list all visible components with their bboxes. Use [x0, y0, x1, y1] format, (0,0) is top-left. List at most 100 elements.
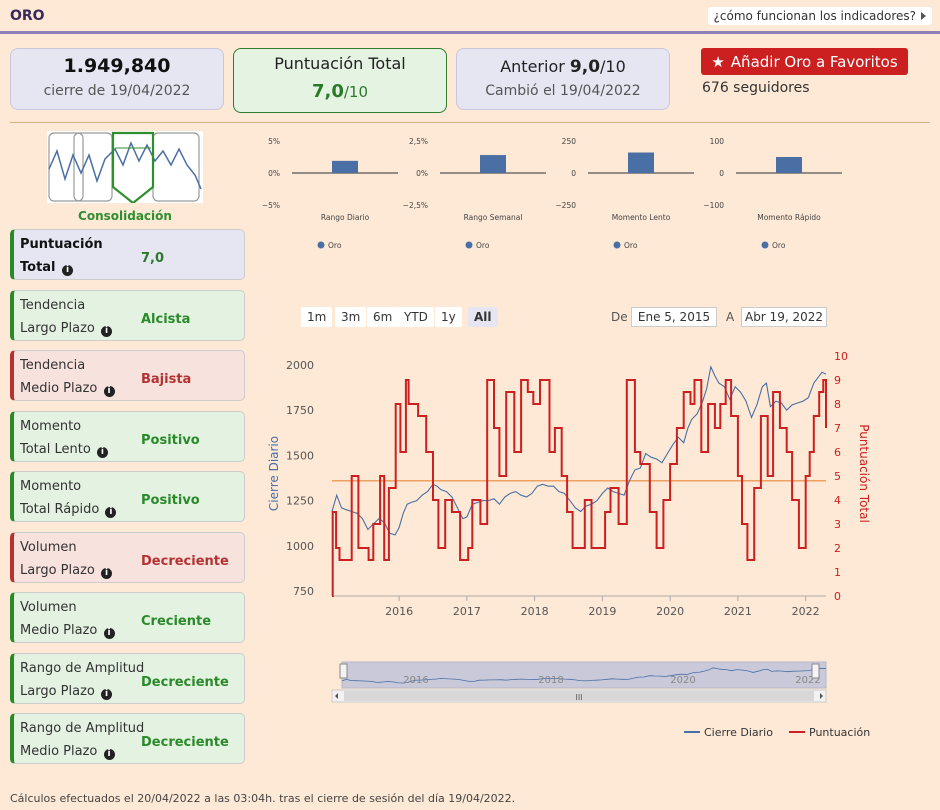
indicator-name: Rango de Amplitud: [20, 660, 145, 676]
followers-count: 676 seguidores: [702, 80, 810, 96]
y-axis-title: Cierre Diario: [267, 436, 281, 511]
y2-axis-title: Puntuación Total: [857, 424, 871, 523]
range-button[interactable]: 3m: [335, 307, 367, 327]
tick-label: −250: [555, 201, 576, 210]
trend-pattern-icon: [47, 131, 203, 203]
y2-tick-label: 9: [834, 374, 841, 387]
tick-label: 100: [710, 137, 725, 146]
navigator-handle-left: [339, 663, 348, 679]
indicator-subname: Total Rápido: [20, 502, 100, 517]
indicator-name: Puntuación: [20, 237, 103, 252]
range-button[interactable]: 1m: [301, 307, 333, 327]
indicator-value: Positivo: [141, 493, 200, 508]
y2-tick-label: 3: [834, 518, 841, 531]
top-bar: ORO ¿cómo funcionan los indicadores?: [0, 0, 940, 34]
y2-tick-label: 10: [834, 350, 848, 363]
info-icon[interactable]: i: [101, 325, 112, 337]
info-icon[interactable]: i: [103, 628, 115, 639]
range-button[interactable]: YTD: [398, 307, 434, 327]
add-favorites-button[interactable]: ★ Añadir Oro a Favoritos: [701, 48, 908, 75]
info-icon[interactable]: i: [62, 265, 74, 276]
indicator-card: Puntuación Total i 7,0: [10, 229, 245, 280]
indicator-card: Tendencia Medio Plazo i Bajista: [10, 350, 245, 401]
info-icon[interactable]: i: [101, 567, 112, 579]
indicator-subname: Medio Plazo: [20, 744, 98, 759]
legend-label: Oro: [772, 241, 786, 250]
indicator-value: 7,0: [141, 251, 165, 266]
range-button[interactable]: 6m: [367, 307, 399, 327]
divider: [10, 122, 930, 123]
tick-label: 0%: [416, 169, 428, 178]
mini-chart: 100 0 −100 Momento Rápido Oro: [703, 137, 842, 250]
legend-dot: [317, 241, 325, 249]
info-icon[interactable]: i: [105, 507, 117, 518]
indicator-card: Momento Total Rápido i Positivo: [10, 471, 245, 522]
indicator-name: Momento: [20, 418, 82, 434]
y2-tick-label: 8: [834, 398, 841, 411]
x-tick-label: 2022: [792, 605, 820, 618]
x-tick-label: 2020: [656, 605, 684, 618]
indicator-card: Momento Total Lento i Positivo: [10, 410, 245, 462]
legend-dot: [465, 241, 473, 249]
y2-tick-label: 0: [834, 590, 841, 603]
navigator[interactable]: 2016 2018 2020 2022 III: [331, 661, 827, 703]
navigator-window: [341, 661, 827, 689]
navigator-series: [341, 667, 827, 684]
mini-chart: 250 0 −250 Momento Lento Oro: [555, 137, 694, 250]
to-date-input[interactable]: Abr 19, 2022: [741, 307, 827, 327]
y-tick-label: 1000: [286, 540, 314, 553]
indicator-value: Alcista: [141, 311, 191, 327]
x-tick-label: 2018: [521, 605, 549, 618]
x-tick-label: 2019: [588, 605, 616, 618]
range-button[interactable]: All: [468, 307, 498, 327]
y-tick-label: 1250: [286, 495, 314, 508]
indicator-value: Creciente: [141, 614, 212, 629]
from-date-input[interactable]: Ene 5, 2015: [631, 307, 717, 327]
footer-note: Cálculos efectuados el 20/04/2022 a las …: [10, 792, 516, 805]
indicator-name: Volumen: [20, 600, 77, 615]
mini-chart: 2,5% 0% −2,5% Rango Semanal Oro: [403, 137, 546, 250]
indicator-name: Rango de Amplitud: [20, 721, 145, 736]
mini-bar-charts: 5% 0% −5% Rango Diario Oro 2,5% 0% −2,5% Rango S…: [262, 137, 842, 250]
indicator-name: Volumen: [20, 539, 77, 555]
range-button[interactable]: 1y: [435, 307, 462, 327]
y-tick-label: 2000: [286, 359, 314, 372]
score-series-line: [331, 379, 827, 597]
axis-label: Momento Rápido: [757, 213, 821, 222]
indicator-subname: Largo Plazo: [20, 562, 95, 578]
y2-tick-label: 2: [834, 542, 841, 555]
scroll-left-icon: [335, 693, 338, 699]
main-chart: 750 1000 1250 1500 1750 2000 0 1 2 3 4 5 6 7 8 9 10 Cierr…: [267, 350, 871, 739]
legend-label: Oro: [624, 241, 638, 250]
close-price: 1.949,840: [63, 55, 171, 77]
score-card: Puntuación Total 7,0/10: [233, 48, 447, 113]
legend-label: Cierre Diario: [704, 726, 773, 739]
info-icon[interactable]: i: [103, 386, 115, 397]
how-indicators-link[interactable]: ¿cómo funcionan los indicadores?: [707, 7, 932, 25]
axis-label: Momento Lento: [612, 213, 671, 222]
x-tick-label: 2021: [724, 605, 752, 618]
indicator-name: Tendencia: [20, 358, 86, 373]
tick-label: 0%: [268, 169, 280, 178]
tick-label: 0: [571, 169, 576, 178]
indicator-card: Rango de Amplitud Medio Plazo i Decrecient…: [10, 713, 245, 764]
indicator-card: Volumen Largo Plazo i Decreciente: [10, 531, 245, 583]
indicator-subname: Largo Plazo: [20, 683, 95, 699]
y-tick-label: 1750: [286, 404, 314, 417]
legend-label: Oro: [328, 241, 342, 250]
info-icon[interactable]: i: [103, 749, 115, 760]
indicator-value: Bajista: [141, 372, 192, 387]
caret-right-icon: [921, 12, 926, 20]
chart-legend[interactable]: Cierre Diario Puntuación: [684, 726, 870, 739]
y-tick-label: 1500: [286, 449, 314, 462]
y2-tick-label: 5: [834, 470, 841, 483]
y-tick-label: 750: [293, 585, 314, 598]
info-icon[interactable]: i: [96, 446, 108, 458]
indicator-subname: Medio Plazo: [20, 381, 98, 396]
to-label: A: [726, 310, 735, 324]
how-indicators-label: ¿cómo funcionan los indicadores?: [713, 9, 916, 23]
info-icon[interactable]: i: [101, 688, 112, 700]
indicator-value: Decreciente: [141, 674, 229, 690]
bar: [480, 155, 506, 173]
add-favorites-label: Añadir Oro a Favoritos: [730, 52, 898, 71]
